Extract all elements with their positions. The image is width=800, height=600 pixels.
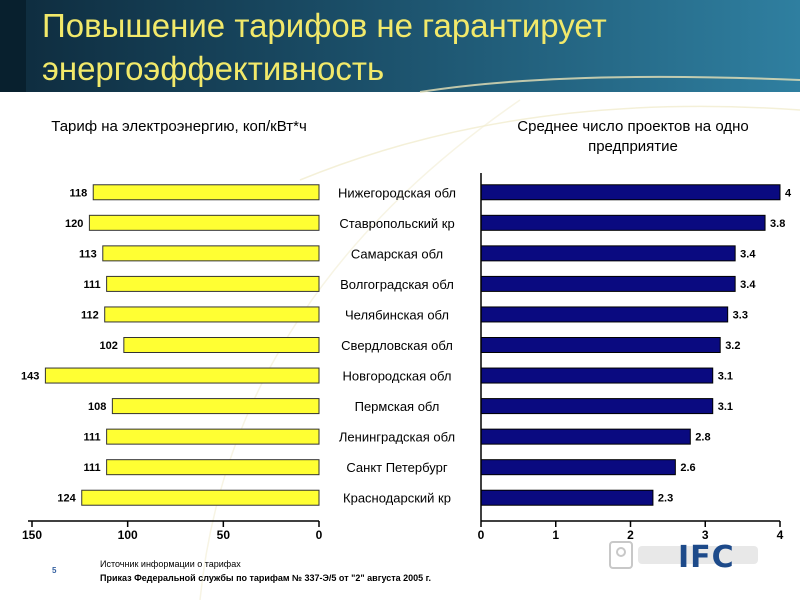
right-bar-value: 2.3	[658, 493, 673, 505]
right-bar	[480, 337, 721, 353]
right-bar	[480, 275, 736, 292]
right-bar-value: 3.1	[718, 371, 733, 383]
category-label: Новгородская обл	[342, 369, 451, 384]
right-bar	[480, 245, 736, 262]
category-labels: Нижегородская обл Ставропольский кр Самарс…	[338, 185, 456, 505]
left-bar	[106, 275, 320, 292]
slide-title: Повышение тарифов не гарантирует энергоэ…	[42, 7, 607, 87]
category-label: Волгоградская обл	[340, 277, 454, 292]
left-chart-title: Тариф на электроэнергию, коп/кВт*ч	[51, 118, 307, 135]
left-bar-value: 108	[88, 401, 106, 413]
right-bar	[480, 214, 766, 231]
right-chart-title: Среднее число проектов на одно предприят…	[517, 118, 749, 155]
right-x-tick-label: 0	[478, 528, 485, 542]
slide-header: Повышение тарифов не гарантирует энергоэ…	[0, 0, 800, 92]
right-bar-value: 3.8	[770, 218, 785, 230]
left-bar-value: 124	[57, 493, 76, 505]
watermark	[609, 541, 758, 569]
left-bar-value: 111	[83, 462, 100, 474]
left-bar	[92, 184, 320, 201]
right-bar	[480, 489, 654, 506]
right-x-tick-label: 2	[627, 528, 634, 542]
source-text: Приказ Федеральной службы по тарифам № 3…	[100, 573, 432, 583]
right-bar	[480, 367, 714, 384]
right-bar	[480, 459, 676, 476]
category-label: Самарская обл	[351, 246, 443, 261]
left-bar-value: 143	[21, 371, 39, 383]
right-x-tick-label: 3	[702, 528, 709, 542]
right-bar	[480, 428, 691, 445]
category-label: Пермская обл	[355, 399, 440, 414]
category-label: Краснодарский кр	[343, 491, 451, 506]
category-label: Ставропольский кр	[339, 216, 454, 231]
left-bar	[104, 306, 320, 323]
slide-number: 5	[52, 566, 57, 575]
left-bar-value: 118	[69, 187, 87, 199]
left-bar-value: 113	[79, 248, 97, 260]
right-bar-value: 3.1	[718, 401, 733, 413]
right-bar-value: 4	[785, 187, 792, 199]
right-bar-value: 3.4	[740, 279, 756, 291]
left-bar	[44, 367, 320, 384]
right-bar-value: 3.3	[733, 309, 748, 321]
left-x-tick-label: 100	[118, 528, 138, 542]
category-label: Ленинградская обл	[339, 430, 455, 445]
left-bar-value: 120	[65, 218, 83, 230]
left-x-tick-label: 0	[316, 528, 323, 542]
ifc-logo: IFC	[678, 540, 735, 575]
right-bar	[480, 184, 781, 201]
left-bar	[102, 245, 320, 262]
right-bar-value: 3.4	[740, 248, 756, 260]
left-bar-value: 102	[99, 340, 117, 352]
right-bar-value: 2.8	[695, 432, 710, 444]
header-accent	[0, 0, 26, 92]
right-x-tick-label: 4	[777, 528, 784, 542]
right-bar-value: 3.2	[725, 340, 740, 352]
left-bar-chart: 118 120 113 111 112 102 143 108 111 111 124 150 100 5…	[21, 184, 323, 542]
category-label: Челябинская обл	[345, 307, 449, 322]
left-x-tick-label: 50	[217, 528, 231, 542]
category-label: Нижегородская обл	[338, 185, 456, 200]
right-bar-value: 2.6	[680, 462, 695, 474]
right-x-tick-label: 1	[552, 528, 559, 542]
left-bar	[88, 214, 320, 231]
left-bar-value: 111	[83, 279, 100, 291]
category-label: Санкт Петербург	[346, 460, 447, 475]
right-bar	[480, 398, 714, 415]
left-bar-value: 112	[81, 309, 99, 321]
right-bar	[480, 306, 729, 323]
category-label: Свердловская обл	[341, 338, 453, 353]
right-bar-chart: 4 3.8 3.4 3.4 3.3 3.2 3.1 3.1 2.8 2.6 2.3 0 1 2 3 4	[478, 173, 792, 542]
footer-source: Источник информации о тарифах Приказ Фед…	[100, 557, 431, 585]
left-bar	[106, 428, 320, 445]
left-bar	[123, 337, 320, 353]
left-x-tick-label: 150	[22, 528, 42, 542]
left-bar	[81, 489, 320, 506]
left-bar-value: 111	[83, 432, 100, 444]
left-bar	[106, 459, 320, 476]
source-heading: Источник информации о тарифах	[100, 559, 241, 569]
left-bar	[111, 398, 320, 415]
